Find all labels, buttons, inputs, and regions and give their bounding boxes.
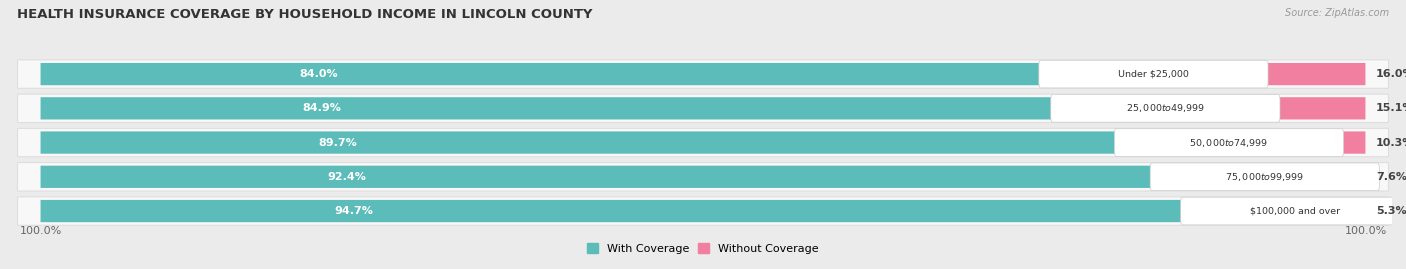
FancyBboxPatch shape bbox=[41, 97, 1166, 119]
FancyBboxPatch shape bbox=[17, 94, 1389, 123]
Text: 92.4%: 92.4% bbox=[328, 172, 366, 182]
FancyBboxPatch shape bbox=[17, 128, 1389, 157]
Text: 10.3%: 10.3% bbox=[1376, 137, 1406, 148]
Text: 84.9%: 84.9% bbox=[302, 103, 342, 113]
FancyBboxPatch shape bbox=[1150, 163, 1379, 191]
FancyBboxPatch shape bbox=[1153, 63, 1365, 85]
Text: 16.0%: 16.0% bbox=[1376, 69, 1406, 79]
Text: 89.7%: 89.7% bbox=[318, 137, 357, 148]
Text: HEALTH INSURANCE COVERAGE BY HOUSEHOLD INCOME IN LINCOLN COUNTY: HEALTH INSURANCE COVERAGE BY HOUSEHOLD I… bbox=[17, 8, 592, 21]
FancyBboxPatch shape bbox=[17, 162, 1389, 191]
FancyBboxPatch shape bbox=[17, 60, 1389, 88]
FancyBboxPatch shape bbox=[41, 166, 1265, 188]
Text: 100.0%: 100.0% bbox=[20, 226, 62, 236]
FancyBboxPatch shape bbox=[17, 197, 1389, 225]
FancyBboxPatch shape bbox=[1295, 200, 1365, 222]
FancyBboxPatch shape bbox=[1166, 97, 1365, 119]
Text: $25,000 to $49,999: $25,000 to $49,999 bbox=[1126, 102, 1205, 114]
Text: $50,000 to $74,999: $50,000 to $74,999 bbox=[1189, 137, 1268, 148]
Text: $75,000 to $99,999: $75,000 to $99,999 bbox=[1225, 171, 1305, 183]
Text: Source: ZipAtlas.com: Source: ZipAtlas.com bbox=[1285, 8, 1389, 18]
Text: 7.6%: 7.6% bbox=[1376, 172, 1406, 182]
Legend: With Coverage, Without Coverage: With Coverage, Without Coverage bbox=[588, 243, 818, 254]
FancyBboxPatch shape bbox=[1229, 132, 1365, 154]
FancyBboxPatch shape bbox=[1050, 94, 1279, 122]
FancyBboxPatch shape bbox=[1181, 197, 1406, 225]
Text: 84.0%: 84.0% bbox=[299, 69, 337, 79]
Text: 5.3%: 5.3% bbox=[1376, 206, 1406, 216]
Text: 15.1%: 15.1% bbox=[1376, 103, 1406, 113]
FancyBboxPatch shape bbox=[41, 132, 1229, 154]
FancyBboxPatch shape bbox=[1039, 60, 1268, 88]
Text: $100,000 and over: $100,000 and over bbox=[1250, 207, 1340, 215]
Text: 100.0%: 100.0% bbox=[1344, 226, 1386, 236]
Text: Under $25,000: Under $25,000 bbox=[1118, 70, 1189, 79]
FancyBboxPatch shape bbox=[41, 200, 1295, 222]
FancyBboxPatch shape bbox=[1265, 166, 1365, 188]
Text: 94.7%: 94.7% bbox=[335, 206, 374, 216]
FancyBboxPatch shape bbox=[41, 63, 1153, 85]
FancyBboxPatch shape bbox=[1115, 129, 1344, 156]
